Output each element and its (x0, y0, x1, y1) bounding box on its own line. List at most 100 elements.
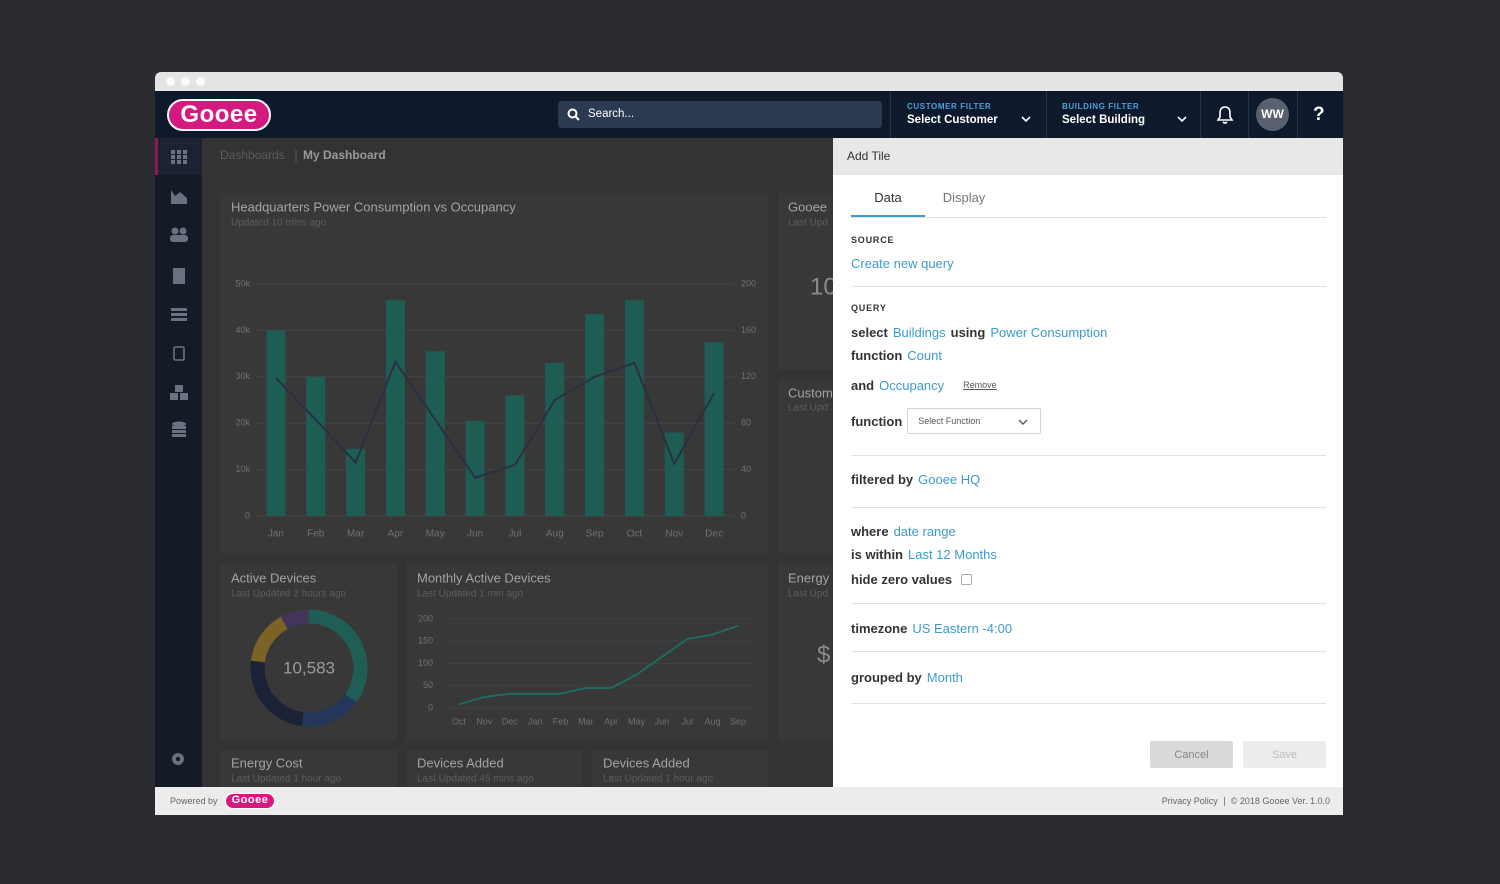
device-icon[interactable] (173, 346, 185, 361)
link[interactable]: Buildings (892, 324, 946, 340)
logo[interactable]: Gooee (167, 99, 271, 131)
x-tick-label: Dec (502, 716, 519, 726)
card-title: Active Devices (231, 570, 317, 585)
list-icon[interactable] (171, 308, 187, 321)
link[interactable]: Month (926, 669, 963, 685)
footer-separator (1223, 796, 1225, 806)
footer-logo: Gooee (225, 793, 275, 809)
bar (346, 448, 366, 516)
save-button[interactable]: Save (1243, 741, 1326, 768)
avatar[interactable]: WW (1256, 98, 1289, 131)
y-tick-label: 50k (235, 278, 250, 288)
card-subtitle: Updated 10 mins ago (231, 218, 327, 229)
link[interactable]: Gooee HQ (918, 471, 981, 487)
search-box[interactable]: Search... (558, 101, 882, 128)
chart-icon[interactable] (171, 190, 187, 204)
link[interactable]: US Eastern -4:00 (912, 620, 1013, 636)
x-tick-label: Aug (705, 716, 721, 726)
people-icon[interactable] (170, 227, 188, 243)
link[interactable]: date range (893, 523, 956, 539)
divider (1297, 91, 1298, 138)
keyword: is within (851, 546, 903, 562)
chevron (1021, 116, 1031, 123)
y2-tick-label: 200 (741, 278, 756, 288)
x-tick-label: May (426, 529, 445, 540)
card-subtitle: Last Updated 1 hour ago (603, 774, 714, 785)
keyword: function (851, 347, 903, 363)
footer: Powered by Gooee Privacy Policy © 2018 G… (155, 787, 1343, 815)
window-titlebar (155, 72, 1343, 91)
x-tick-label: Sep (586, 529, 604, 540)
card-subtitle: Last Updated 2 hours ago (231, 589, 347, 600)
help-button[interactable]: ? (1313, 104, 1325, 125)
bell-icon[interactable] (1216, 105, 1234, 125)
card-title: Devices Added (417, 755, 504, 770)
keyword: hide zero values (851, 571, 953, 587)
x-tick-label: Jan (528, 716, 543, 726)
link[interactable]: Power Consumption (990, 324, 1108, 340)
y2-tick-label: 0 (741, 510, 746, 520)
x-tick-label: Feb (553, 716, 569, 726)
building-filter[interactable]: BUILDING FILTER Select Building (1062, 102, 1145, 126)
select-function[interactable]: Select Function (907, 408, 1042, 434)
card-subtitle: Last Upd (788, 589, 828, 600)
top-bar: Gooee Search... CUSTOMER FILTER Select C… (155, 91, 1343, 138)
customer-filter[interactable]: CUSTOMER FILTER Select Customer (907, 102, 998, 126)
x-tick-label: Feb (307, 529, 325, 540)
building-icon[interactable] (173, 268, 185, 284)
card-subtitle: Last Updated 1 min ago (417, 589, 524, 600)
divider (1248, 91, 1249, 138)
y-tick-label: 50 (423, 680, 433, 690)
breadcrumb-link[interactable]: Dashboards (220, 148, 285, 162)
y-tick-label: 100 (418, 658, 433, 668)
divider (851, 455, 1326, 456)
add-tile-panel: Add Tile Data Display SOURCE Create new … (833, 138, 1343, 787)
link[interactable]: Occupancy (879, 377, 945, 393)
grid-icon[interactable] (171, 150, 187, 164)
remove-link[interactable]: Remove (963, 380, 997, 390)
tab-divider (851, 217, 1326, 218)
bar (425, 351, 445, 516)
donut-segment (250, 616, 288, 663)
divider (890, 91, 891, 138)
link[interactable]: Create new query (851, 255, 954, 271)
y-tick-label: 200 (418, 613, 433, 623)
tab[interactable]: Display (942, 190, 986, 205)
link[interactable]: Count (907, 347, 942, 363)
keyword: grouped by (851, 669, 922, 685)
card-title: Energy Cost (231, 755, 303, 770)
bar (306, 376, 326, 516)
x-tick-label: Jan (268, 529, 284, 540)
link[interactable]: Last 12 Months (908, 546, 997, 562)
x-tick-label: Nov (476, 716, 493, 726)
x-tick-label: May (628, 716, 646, 726)
keyword: timezone (851, 620, 908, 636)
privacy-link[interactable]: Privacy Policy (1161, 796, 1218, 806)
bar (385, 300, 405, 516)
keyword: function (851, 413, 903, 429)
filter-label: CUSTOMER FILTER (907, 102, 992, 111)
panel-header: Add Tile (833, 138, 1343, 175)
tile-value: $ (817, 641, 830, 668)
keyword: and (851, 377, 875, 393)
x-tick-label: Jun (655, 716, 670, 726)
keyword: select (851, 324, 888, 340)
cubes-icon[interactable] (170, 385, 188, 400)
checkbox[interactable] (961, 573, 973, 585)
x-tick-label: Dec (705, 529, 723, 540)
tab-active[interactable]: Data (874, 190, 902, 205)
card (220, 563, 397, 740)
panel-title: Add Tile (847, 149, 891, 163)
bar (585, 314, 605, 516)
y2-tick-label: 40 (741, 464, 751, 474)
database-icon[interactable] (172, 421, 186, 438)
window-dot (196, 77, 205, 86)
settings-icon[interactable] (172, 753, 184, 765)
filter-label: BUILDING FILTER (1062, 102, 1140, 111)
cancel-button[interactable]: Cancel (1150, 741, 1233, 768)
card-title: Custom (788, 385, 833, 400)
chevron (1177, 116, 1187, 123)
keyword: using (950, 324, 986, 340)
y-tick-label: 30k (235, 371, 250, 381)
